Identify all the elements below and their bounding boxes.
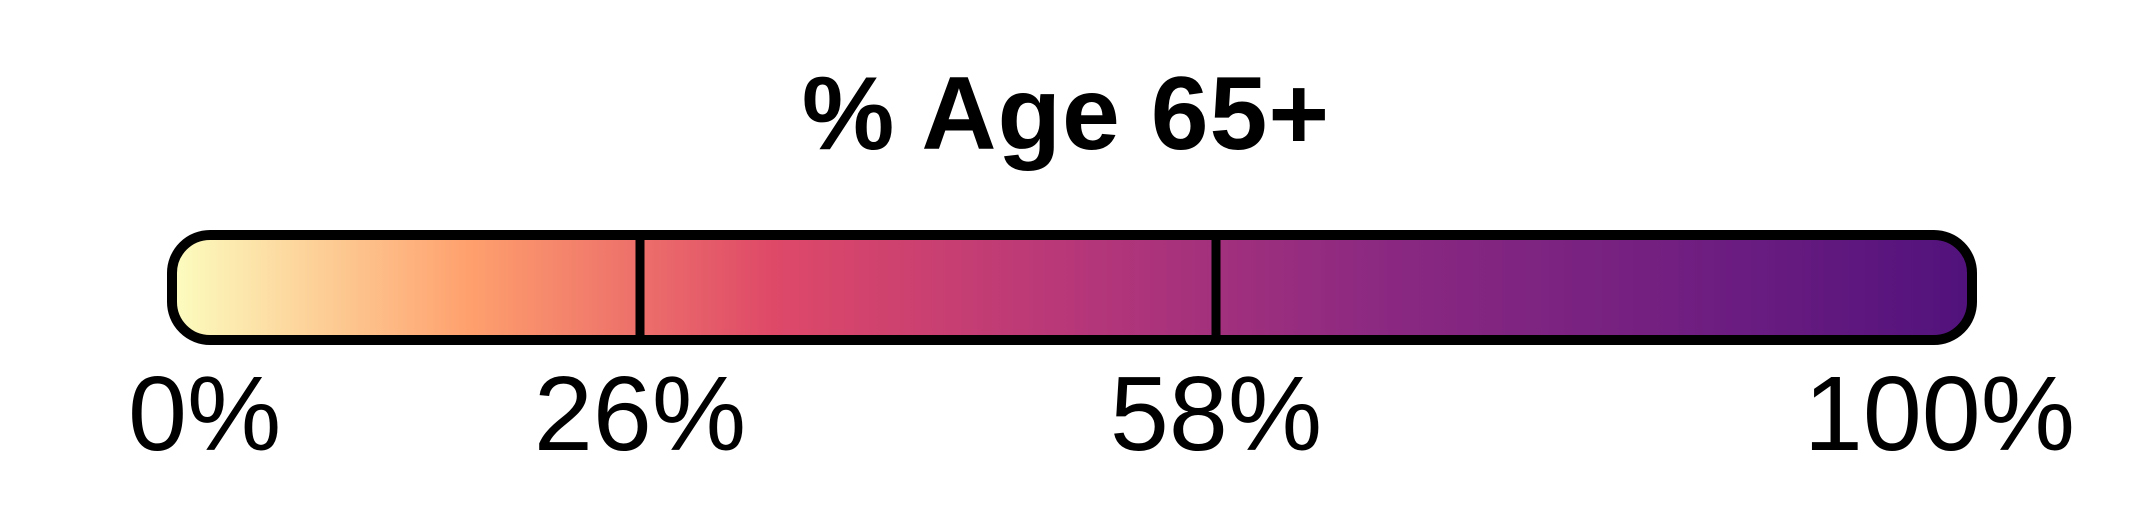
colorbar xyxy=(167,230,1977,345)
colorbar-outline xyxy=(167,230,1977,345)
legend-title: % Age 65+ xyxy=(801,56,1331,172)
colorbar-fill xyxy=(172,235,1972,340)
tick-label-26: 26% xyxy=(534,355,746,473)
tick-label-100: 100% xyxy=(1804,355,2075,473)
tick-label-0: 0% xyxy=(128,355,281,473)
tick-label-58: 58% xyxy=(1110,355,1322,473)
colorbar-ticks: 0% 26% 58% 100% xyxy=(128,355,2075,473)
